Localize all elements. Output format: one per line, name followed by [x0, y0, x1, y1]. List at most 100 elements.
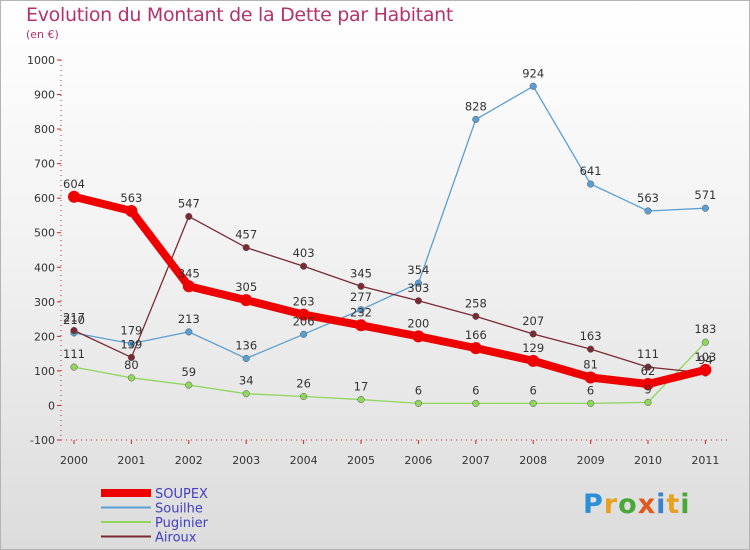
- data-label-souilhe: 277: [350, 290, 372, 304]
- chart-series: [68, 82, 712, 407]
- chart-axes: -100 0 100 200 300 400 500 600 700 800 900 1000 2000…: [27, 54, 730, 467]
- legend-label-puginier: Puginier: [155, 516, 209, 531]
- x-tick-label: 2001: [117, 454, 145, 467]
- data-label-airoux: 163: [580, 329, 602, 343]
- x-tick-label: 2000: [60, 454, 88, 467]
- data-label-puginier: 6: [472, 383, 479, 397]
- data-point-soupex: [642, 378, 654, 391]
- data-label-souilhe: 354: [407, 263, 429, 277]
- data-point-puginier: [127, 374, 135, 382]
- data-point-puginier: [357, 396, 365, 404]
- data-label-puginier: 34: [239, 374, 254, 388]
- data-point-souilhe: [414, 279, 422, 287]
- data-label-soupex: 263: [293, 295, 315, 309]
- logo-letter: t: [666, 489, 681, 520]
- data-point-airoux: [414, 297, 422, 305]
- data-label-airoux: 139: [120, 337, 142, 351]
- y-tick-label: 1000: [27, 54, 55, 67]
- logo-letter: i: [656, 489, 667, 520]
- x-tick-label: 2008: [519, 454, 547, 467]
- data-label-airoux: 403: [293, 246, 315, 260]
- data-point-airoux: [529, 330, 537, 338]
- data-point-soupex: [412, 330, 425, 343]
- data-label-airoux: 111: [637, 347, 659, 361]
- data-label-soupex: 345: [178, 266, 200, 280]
- logo-letter: r: [603, 489, 619, 520]
- data-point-soupex: [182, 280, 195, 293]
- data-label-souilhe: 206: [293, 314, 315, 328]
- data-point-airoux: [242, 244, 250, 252]
- data-label-airoux: 303: [407, 281, 429, 295]
- data-point-soupex: [527, 354, 540, 367]
- y-tick-label: 700: [34, 158, 55, 171]
- data-label-soupex: 200: [407, 316, 429, 330]
- chart-subtitle: (en €): [26, 28, 59, 41]
- y-tick-label: 0: [48, 399, 55, 412]
- data-label-airoux: 94: [698, 353, 713, 367]
- data-label-soupex: 232: [350, 305, 372, 319]
- data-point-airoux: [185, 212, 193, 221]
- x-tick-label: 2006: [404, 454, 432, 467]
- y-tick-label: 300: [34, 296, 55, 309]
- data-point-airoux: [587, 345, 595, 353]
- data-point-soupex: [699, 363, 712, 376]
- data-point-puginier: [587, 399, 595, 407]
- data-label-puginier: 6: [587, 383, 594, 397]
- data-point-souilhe: [472, 115, 480, 123]
- logo-letter: o: [618, 489, 638, 520]
- data-label-souilhe: 828: [465, 99, 487, 113]
- data-point-puginier: [70, 363, 78, 371]
- data-label-puginier: 26: [296, 376, 311, 390]
- data-label-soupex: 305: [235, 280, 257, 294]
- data-label-souilhe: 213: [178, 312, 200, 326]
- series-line-souilhe: [73, 85, 707, 360]
- x-tick-label: 2009: [577, 454, 605, 467]
- data-label-puginier: 59: [181, 365, 196, 379]
- data-label-souilhe: 563: [637, 191, 659, 205]
- chart-title: Evolution du Montant de la Dette par Hab…: [26, 4, 454, 26]
- y-tick-label: 900: [34, 89, 55, 102]
- data-point-soupex: [355, 319, 367, 332]
- data-label-souilhe: 924: [522, 66, 544, 80]
- y-tick-label: 800: [34, 123, 55, 136]
- data-point-airoux: [644, 363, 652, 371]
- data-label-soupex: 129: [522, 341, 544, 355]
- data-label-airoux: 217: [63, 310, 85, 324]
- data-label-souilhe: 641: [580, 164, 602, 178]
- x-tick-label: 2005: [347, 454, 375, 467]
- proxiti-logo: Proxiti: [583, 489, 691, 520]
- x-tick-label: 2002: [175, 454, 203, 467]
- data-label-soupex: 563: [120, 191, 142, 205]
- data-point-souilhe: [242, 354, 250, 363]
- data-point-soupex: [297, 308, 310, 321]
- x-tick-label: 2007: [462, 454, 490, 467]
- data-label-airoux: 258: [465, 296, 487, 310]
- legend-label-soupex: SOUPEX: [155, 487, 208, 502]
- data-point-puginier: [472, 399, 480, 407]
- data-label-airoux: 457: [235, 228, 257, 242]
- y-tick-label: 400: [34, 261, 55, 274]
- legend-label-souilhe: Souilhe: [155, 502, 203, 517]
- y-tick-label: 600: [34, 192, 55, 205]
- y-tick-label: 100: [34, 365, 55, 378]
- data-point-soupex: [584, 371, 597, 384]
- legend-label-airoux: Airoux: [155, 531, 197, 546]
- series-line-soupex: [70, 192, 710, 389]
- data-point-souilhe: [529, 82, 537, 90]
- data-label-soupex: 81: [583, 357, 598, 371]
- series-line-puginier: [73, 341, 707, 405]
- data-label-airoux: 547: [178, 196, 200, 210]
- y-tick-label: 200: [34, 330, 55, 343]
- logo-letter: i: [680, 489, 691, 520]
- data-label-soupex: 166: [465, 328, 487, 342]
- data-label-puginier: 6: [415, 383, 422, 397]
- data-point-soupex: [125, 204, 138, 217]
- data-point-souilhe: [127, 340, 135, 348]
- logo-letter: P: [583, 489, 604, 520]
- data-point-puginier: [529, 399, 537, 407]
- data-point-puginier: [242, 390, 250, 398]
- data-label-souilhe: 179: [120, 324, 142, 338]
